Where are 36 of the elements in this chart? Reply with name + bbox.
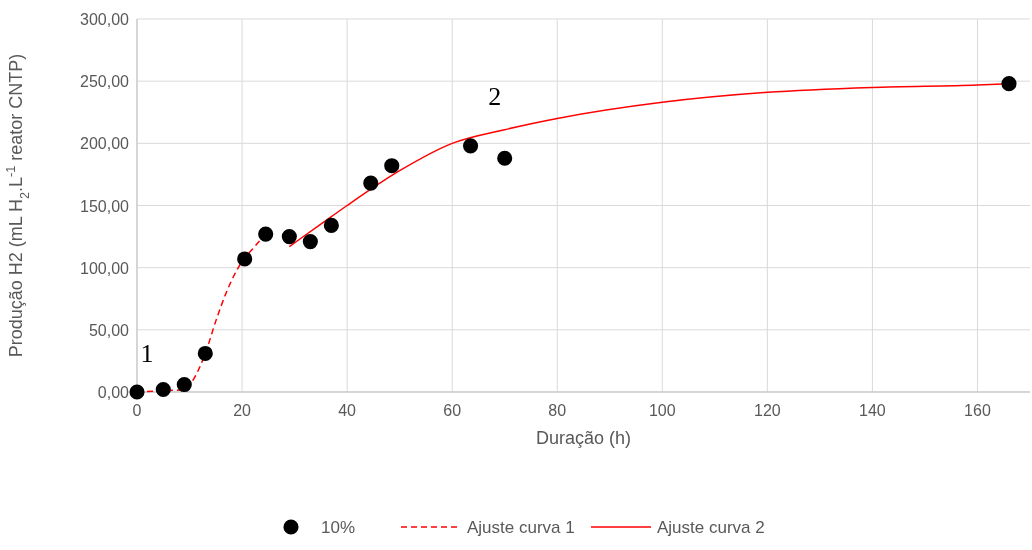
y-tick-label: 50,00 [88, 321, 130, 339]
point [237, 251, 253, 267]
x-tick-label: 40 [338, 402, 357, 419]
point [176, 376, 192, 393]
legend-label: Ajuste curva 2 [657, 518, 765, 537]
y-tick-label: 0,00 [97, 384, 130, 401]
x-tick-label: 0 [132, 402, 142, 419]
point [197, 345, 213, 362]
y-tick-label: 300,00 [80, 11, 130, 28]
point [129, 384, 145, 400]
x-tick-label: 100 [648, 402, 676, 419]
y-tick-label: 100,00 [80, 259, 130, 277]
point [462, 138, 479, 154]
y-tick-label: 200,00 [80, 135, 130, 153]
point [384, 158, 400, 174]
annotation: 1 [140, 339, 154, 368]
x-tick-label: 140 [859, 402, 886, 419]
point [363, 175, 379, 191]
point [497, 150, 513, 166]
x-tick-label: 80 [548, 402, 567, 419]
y-tick-label: 150,00 [80, 197, 130, 215]
legend-label: Ajuste curva 1 [467, 518, 575, 537]
point [1001, 76, 1017, 92]
point [155, 381, 171, 398]
y-tick-label: 250,00 [80, 73, 130, 91]
x-axis-title: Duração (h) [535, 428, 632, 448]
point [281, 229, 297, 245]
legend-label: 10% [321, 518, 356, 537]
point [302, 234, 318, 250]
x-tick-label: 120 [754, 402, 781, 419]
x-tick-label: 60 [443, 402, 462, 419]
annotation: 2 [488, 81, 502, 111]
x-tick-label: 20 [233, 402, 252, 419]
point [323, 217, 339, 233]
x-tick-label: 160 [964, 402, 991, 419]
point [258, 226, 274, 242]
